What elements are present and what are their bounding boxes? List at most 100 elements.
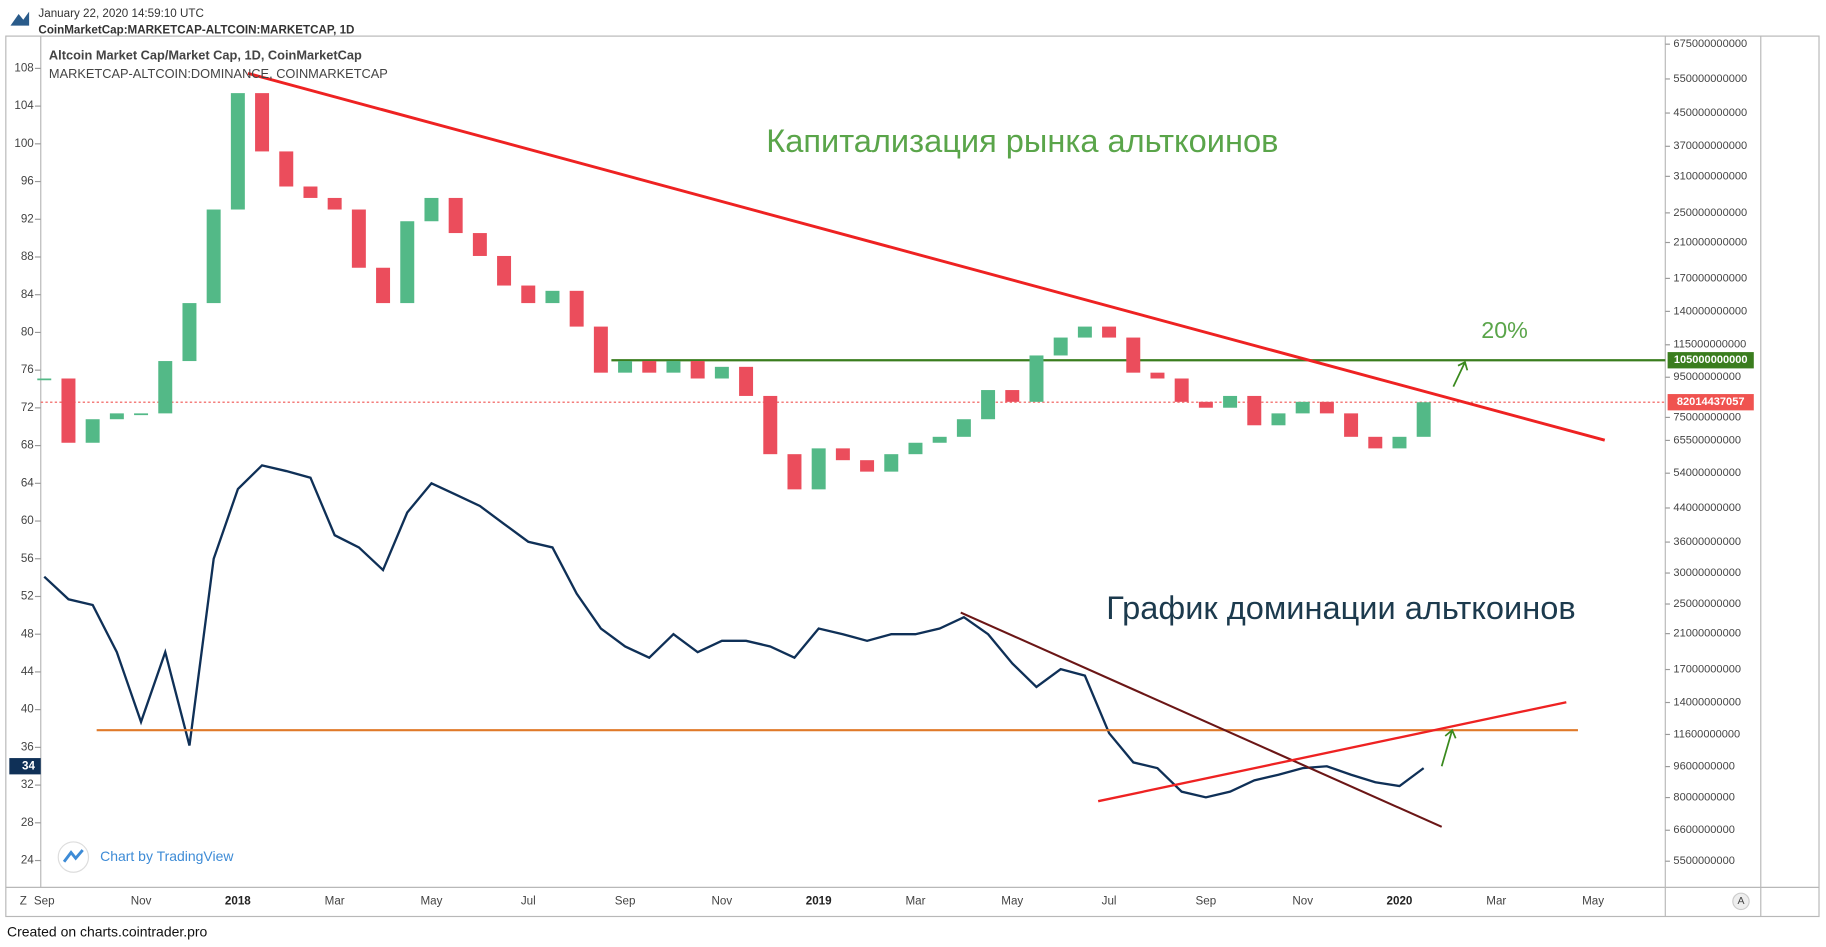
- x-tick-label: Jul: [1102, 894, 1117, 907]
- y2-tick-label: 550000000000: [1673, 73, 1747, 85]
- annotation: Капитализация рынка альткоинов: [766, 122, 1278, 159]
- candle: [255, 93, 270, 152]
- y-tick-label: 92: [21, 212, 34, 225]
- y2-tick-label: 8000000000: [1673, 791, 1734, 803]
- x-tick-label: Nov: [131, 894, 152, 907]
- y2-tick-label: 14000000000: [1673, 696, 1741, 708]
- candle: [908, 442, 923, 455]
- candle: [1223, 395, 1238, 408]
- candle: [303, 186, 318, 198]
- candle: [1102, 326, 1117, 338]
- snapshot-date: January 22, 2020 14:59:10 UTC: [38, 7, 203, 20]
- x-tick-label: Sep: [1196, 894, 1217, 907]
- watermark[interactable]: Chart by TradingView: [100, 848, 234, 864]
- candle: [618, 361, 633, 373]
- arrow: [1440, 728, 1457, 767]
- candle: [763, 395, 778, 455]
- candle: [739, 366, 754, 396]
- y-tick-label: 52: [21, 590, 34, 603]
- y-tick-label: 40: [21, 703, 34, 716]
- candle: [1005, 390, 1020, 402]
- axis-button[interactable]: Z: [20, 894, 27, 907]
- x-tick-label: Mar: [325, 894, 345, 907]
- candle: [1198, 401, 1213, 408]
- candle: [666, 361, 681, 373]
- y-tick-label: 80: [21, 326, 34, 339]
- last-value-label: 34: [22, 759, 35, 772]
- y2-tick-label: 54000000000: [1673, 467, 1741, 479]
- candle: [981, 390, 996, 420]
- x-tick-label: 2019: [806, 894, 832, 907]
- candle: [109, 413, 124, 420]
- y2-tick-label: 21000000000: [1673, 628, 1741, 640]
- y2-tick-label: 140000000000: [1673, 305, 1747, 317]
- candle: [1344, 413, 1359, 437]
- chart-title: Altcoin Market Cap/Market Cap, 1D, CoinM…: [49, 47, 362, 62]
- candle: [279, 151, 294, 187]
- y-tick-label: 32: [21, 778, 34, 791]
- candle: [230, 93, 245, 210]
- x-tick-label: Sep: [615, 894, 636, 907]
- candle: [400, 221, 415, 304]
- candle: [884, 454, 899, 472]
- y2-tick-label: 36000000000: [1673, 536, 1741, 548]
- candle: [182, 303, 197, 362]
- candle: [351, 209, 366, 268]
- candle: [545, 290, 560, 304]
- x-tick-label: Mar: [905, 894, 925, 907]
- y-tick-label: 84: [21, 288, 34, 301]
- trend-line: [247, 71, 1606, 442]
- y-tick-label: 48: [21, 627, 34, 640]
- arrow: [1452, 360, 1469, 388]
- candle: [1077, 326, 1092, 338]
- axis-button-bg: [1732, 892, 1750, 911]
- y2-tick-label: 44000000000: [1673, 502, 1741, 514]
- watermark-icon: [62, 849, 84, 863]
- y-tick-label: 60: [21, 514, 34, 527]
- candle: [860, 460, 875, 472]
- y-tick-label: 64: [21, 476, 34, 489]
- trend-line: [1097, 701, 1567, 803]
- candle: [569, 290, 584, 327]
- candle: [1247, 395, 1262, 426]
- candle: [37, 378, 52, 381]
- y2-tick-label: 450000000000: [1673, 107, 1747, 119]
- x-tick-label: Nov: [1292, 894, 1313, 907]
- candle: [1126, 337, 1141, 373]
- y2-tick-label: 6600000000: [1673, 824, 1734, 836]
- axis-button[interactable]: A: [1737, 896, 1744, 907]
- annotation: График доминации альткоинов: [1106, 589, 1575, 626]
- x-tick-label: Mar: [1486, 894, 1506, 907]
- y2-tick-label: 310000000000: [1673, 170, 1747, 182]
- price-label: 82014437057: [1677, 396, 1745, 408]
- trend-line: [960, 611, 1443, 828]
- annotation: 20%: [1481, 317, 1528, 343]
- dominance-line: [43, 464, 1425, 799]
- y2-tick-label: 9600000000: [1673, 761, 1734, 773]
- candle: [690, 361, 705, 379]
- candle: [61, 378, 76, 443]
- y-tick-label: 68: [21, 439, 34, 452]
- candle: [642, 361, 657, 373]
- y2-tick-label: 75000000000: [1673, 411, 1741, 423]
- x-tick-label: Nov: [712, 894, 733, 907]
- x-tick-label: Jul: [521, 894, 536, 907]
- y-tick-label: 100: [14, 137, 34, 150]
- x-tick-label: 2018: [225, 894, 251, 907]
- candle: [1271, 413, 1286, 426]
- y-tick-label: 104: [14, 99, 34, 112]
- candle: [1368, 436, 1383, 449]
- candle: [787, 454, 802, 490]
- y2-tick-label: 210000000000: [1673, 236, 1747, 248]
- candle: [593, 326, 608, 373]
- candle: [85, 419, 100, 443]
- y2-tick-label: 250000000000: [1673, 207, 1747, 219]
- candle: [1416, 402, 1431, 437]
- candle: [327, 197, 342, 210]
- price-label-bg: [1667, 352, 1754, 369]
- candle: [206, 209, 221, 304]
- candle: [1319, 401, 1334, 414]
- x-tick-label: Sep: [34, 894, 55, 907]
